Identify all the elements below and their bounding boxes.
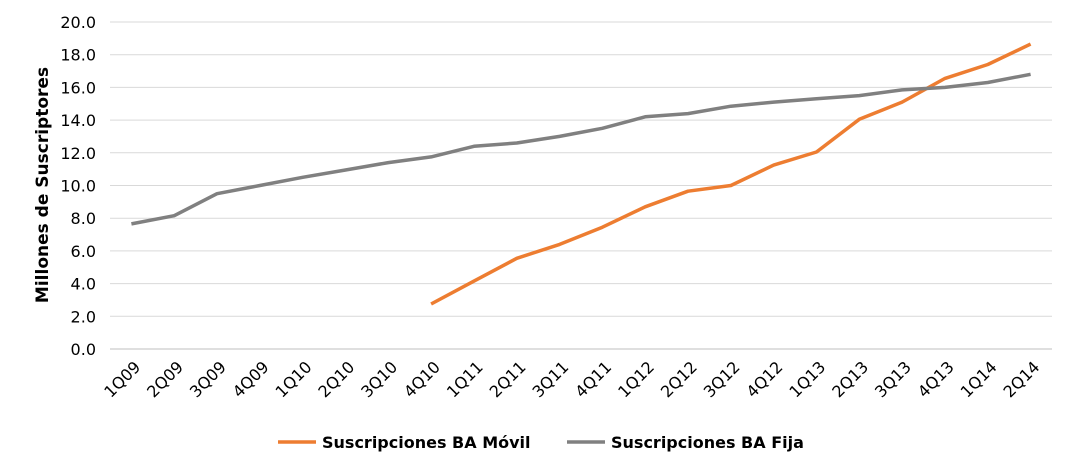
series-line [131, 72, 1031, 226]
y-tick-label: 6.0 [71, 242, 96, 261]
legend: Suscripciones BA Móvil Suscripciones BA F… [278, 433, 804, 452]
y-tick-label: 16.0 [60, 78, 96, 97]
y-tick-labels: 0.0 2.0 4.0 6.0 8.0 10.0 12.0 14.0 16.0 18.0 20.0 [60, 13, 96, 359]
x-tick-label: 3Q10 [357, 357, 401, 401]
series-line [430, 42, 1032, 306]
y-tick-label: 20.0 [60, 13, 96, 32]
x-tick-label: 2Q13 [828, 357, 872, 401]
x-tick-label: 1Q14 [957, 357, 1001, 401]
x-tick-label: 2Q10 [314, 357, 358, 401]
x-tick-label: 1Q12 [614, 357, 658, 401]
x-tick-label: 4Q12 [743, 357, 787, 401]
y-axis-label: Millones de Suscriptores [33, 67, 53, 303]
x-tick-label: 4Q09 [229, 357, 273, 401]
y-tick-label: 8.0 [71, 209, 96, 228]
y-tick-label: 0.0 [71, 340, 96, 359]
y-tick-label: 18.0 [60, 46, 96, 65]
x-tick-label: 1Q10 [272, 357, 316, 401]
y-tick-label: 2.0 [71, 307, 96, 326]
x-tick-label: 2Q12 [657, 357, 701, 401]
x-tick-label: 1Q13 [785, 357, 829, 401]
y-tick-label: 12.0 [60, 144, 96, 163]
x-tick-label: 3Q11 [528, 357, 572, 401]
legend-label: Suscripciones BA Móvil [322, 433, 531, 452]
x-tick-label: 1Q09 [100, 357, 144, 401]
y-tick-label: 14.0 [60, 111, 96, 130]
x-tick-label: 2Q14 [999, 357, 1043, 401]
y-tick-label: 10.0 [60, 177, 96, 196]
x-tick-label: 2Q09 [143, 357, 187, 401]
x-tick-label: 4Q10 [400, 357, 444, 401]
y-tick-label: 4.0 [71, 275, 96, 294]
series-lines [131, 42, 1032, 306]
x-tick-label: 4Q13 [914, 357, 958, 401]
x-tick-label: 2Q11 [486, 357, 530, 401]
x-tick-label: 3Q09 [186, 357, 230, 401]
legend-label: Suscripciones BA Fija [611, 433, 804, 452]
x-tick-label: 1Q11 [443, 357, 487, 401]
x-tick-label: 4Q11 [571, 357, 615, 401]
x-tick-labels: 1Q092Q093Q094Q091Q102Q103Q104Q101Q112Q11… [100, 357, 1043, 401]
x-tick-label: 3Q13 [871, 357, 915, 401]
x-tick-label: 3Q12 [700, 357, 744, 401]
